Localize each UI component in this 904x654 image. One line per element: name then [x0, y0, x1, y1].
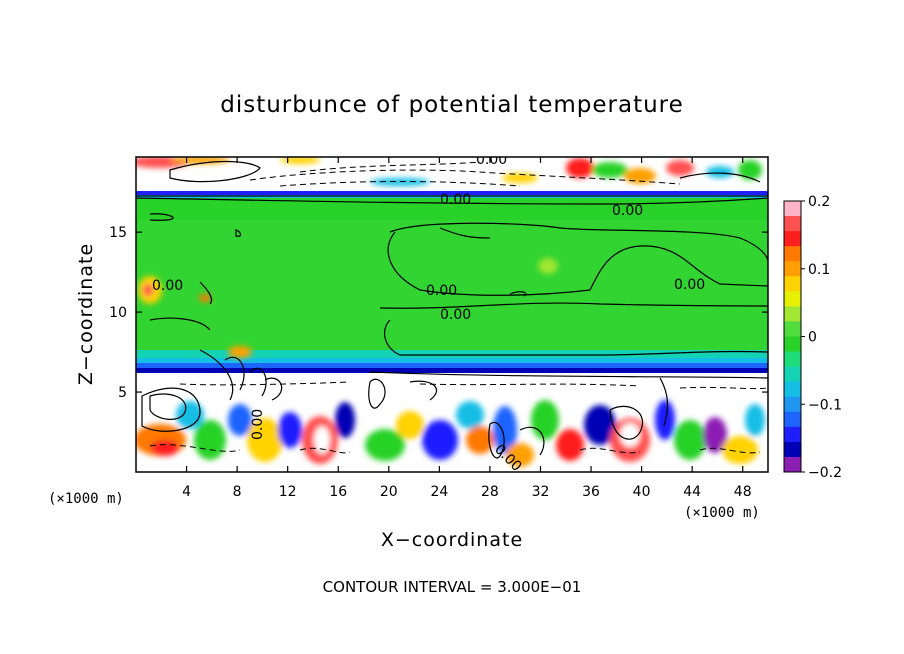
- colorbar-swatch: [784, 366, 801, 383]
- y-tick-label: 15: [109, 225, 127, 241]
- plot-area: 0.00 0.00 0.00 0.00 0.00 0.00 0.00 0.00 …: [136, 152, 768, 472]
- colorbar-swatch: [784, 321, 801, 337]
- colorbar-swatch: [784, 381, 801, 398]
- contour-label: 0.00: [612, 203, 643, 219]
- colorbar-tick-label: −0.1: [808, 397, 842, 413]
- x-axis: 4 8 12 16 20 24 28 32 36 40 44 48: [182, 157, 752, 500]
- x-unit-label: (×1000 m): [684, 505, 760, 521]
- colorbar-tick-label: 0.2: [808, 194, 830, 210]
- contour-label: 0.00: [476, 152, 507, 168]
- colorbar-swatch: [784, 411, 801, 428]
- x-tick-label: 36: [582, 484, 600, 500]
- colorbar-swatch: [784, 246, 801, 262]
- contour-interval-text: CONTOUR INTERVAL = 3.000E−01: [323, 578, 582, 596]
- x-tick-label: 4: [182, 484, 191, 500]
- x-tick-label: 28: [481, 484, 499, 500]
- chart-title: disturbunce of potential temperature: [220, 92, 684, 118]
- mid-layer-shade: [136, 220, 768, 350]
- x-tick-label: 48: [734, 484, 752, 500]
- x-tick-label: 32: [532, 484, 550, 500]
- contour-labels: 0.00 0.00 0.00 0.00 0.00 0.00 0.00 0.00 …: [152, 152, 705, 472]
- lower-band-darkblue: [136, 368, 768, 373]
- y-axis: 5 10 15: [109, 225, 768, 401]
- colorbar-swatch: [784, 396, 801, 413]
- plot-frame: [135, 156, 769, 473]
- colorbar-swatch: [784, 441, 801, 458]
- colorbar-swatch: [784, 291, 801, 307]
- contour-label: 0.00: [426, 283, 457, 299]
- x-axis-label: X−coordinate: [381, 529, 523, 551]
- y-tick-label: 10: [109, 305, 127, 321]
- colorbar-swatch: [784, 336, 801, 353]
- lower-band-lightblue: [136, 358, 768, 364]
- contour-label: 0.00: [440, 192, 471, 208]
- colorbar-swatch: [784, 306, 801, 322]
- lower-layer-eddies: [136, 400, 765, 467]
- colorbar-tick-label: 0.1: [808, 262, 830, 278]
- x-tick-label: 12: [279, 484, 297, 500]
- x-tick-label: 24: [430, 484, 448, 500]
- colorbar-swatch: [784, 216, 801, 232]
- y-axis-label: Z−coordinate: [75, 243, 97, 385]
- contour-label: 0.00: [250, 409, 266, 440]
- contour-label: 0.00: [440, 307, 471, 323]
- colorbar: 0.2 0.1 0 −0.1 −0.2: [783, 194, 842, 481]
- colorbar-tick-label: 0: [808, 330, 817, 346]
- colorbar-swatch: [784, 276, 801, 292]
- colorbar-swatch: [784, 456, 801, 473]
- contour-lines-dashed: [149, 161, 768, 454]
- x-tick-label: 40: [633, 484, 651, 500]
- y-unit-label: (×1000 m): [48, 491, 124, 507]
- x-tick-label: 44: [683, 484, 701, 500]
- lower-band-blue: [136, 363, 768, 369]
- x-tick-label: 16: [329, 484, 347, 500]
- colorbar-swatch: [784, 426, 801, 443]
- colorbar-swatch: [784, 351, 801, 368]
- x-tick-label: 8: [233, 484, 242, 500]
- y-tick-label: 5: [118, 385, 127, 401]
- colorbar-swatch: [784, 261, 801, 277]
- colorbar-swatch: [784, 201, 801, 217]
- contour-label: 0.00: [674, 277, 705, 293]
- colorbar-swatch: [784, 231, 801, 247]
- colorbar-tick-label: −0.2: [808, 465, 842, 481]
- contour-lines: [136, 160, 768, 459]
- contour-label: 0.00: [152, 278, 183, 294]
- upper-band-blue: [136, 191, 768, 195]
- x-tick-label: 20: [380, 484, 398, 500]
- mid-layer-patches: [138, 258, 558, 358]
